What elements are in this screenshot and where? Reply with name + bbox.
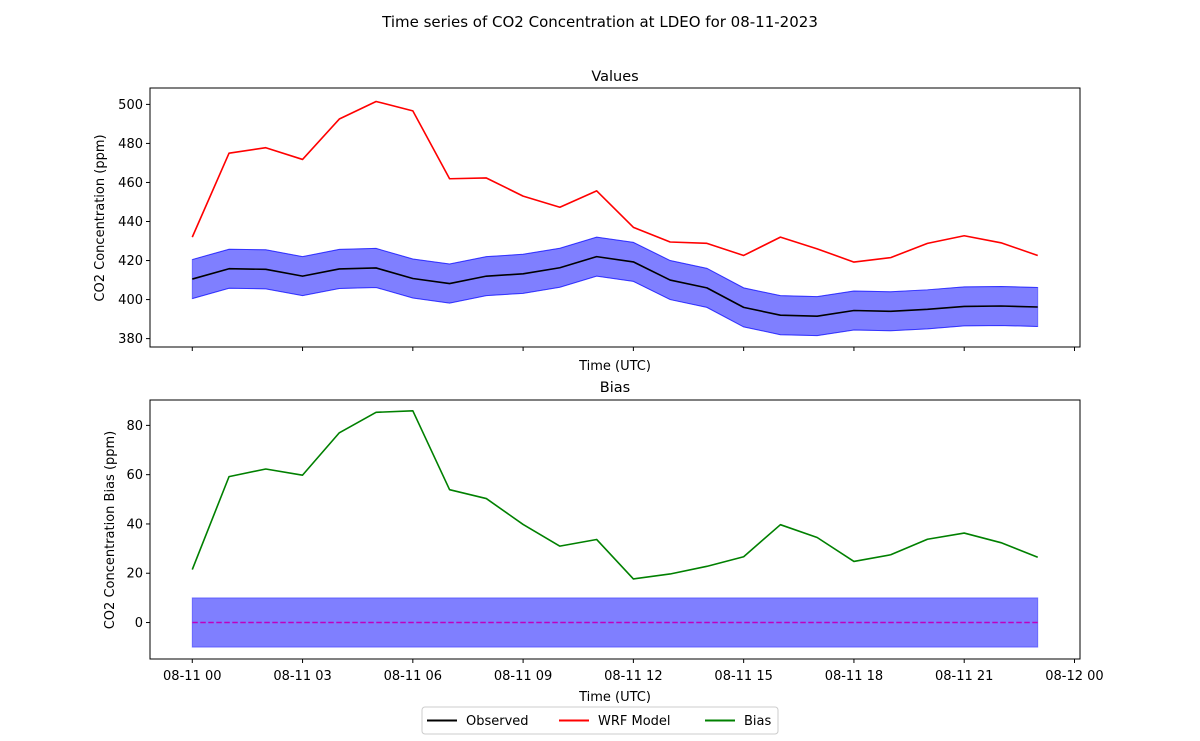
values-x-axis bbox=[191, 347, 1075, 351]
legend-frame bbox=[421, 706, 779, 735]
bias-x-axis-label: Time (UTC) bbox=[578, 690, 651, 705]
values-x-axis-label: Time (UTC) bbox=[578, 359, 651, 374]
values-series-wrf-model-line bbox=[191, 100, 1038, 263]
bias-x-tick-label: 08-11 00 bbox=[163, 669, 221, 684]
bias-plot-area bbox=[191, 410, 1039, 648]
legend-label-wrf-model: WRF Model bbox=[598, 714, 671, 729]
bias-x-tick-label: 08-11 21 bbox=[935, 669, 993, 684]
bias-x-tick-label: 08-11 03 bbox=[273, 669, 331, 684]
bias-panel-title: Bias bbox=[600, 380, 630, 396]
bias-x-tick-label: 08-11 18 bbox=[825, 669, 883, 684]
values-uncertainty-band bbox=[191, 236, 1039, 337]
bias-axes-frame bbox=[149, 399, 1081, 660]
values-y-tick-label: 460 bbox=[118, 176, 143, 191]
values-band-upper-edge bbox=[192, 236, 1038, 298]
bias-y-tick-label: 80 bbox=[126, 419, 143, 434]
bias-uncertainty-band bbox=[191, 597, 1039, 648]
bias-x-tick-label: 08-11 06 bbox=[384, 669, 442, 684]
values-y-tick-label: 420 bbox=[118, 254, 143, 269]
values-y-tick-label: 480 bbox=[118, 137, 143, 152]
values-band-lower-edge bbox=[192, 275, 1038, 337]
bias-x-tick-label: 08-12 00 bbox=[1045, 669, 1103, 684]
values-y-tick-label: 500 bbox=[118, 98, 143, 113]
values-y-axis-label: CO2 Concentration (ppm) bbox=[93, 134, 108, 301]
values-y-tick-label: 400 bbox=[118, 293, 143, 308]
legend-label-observed: Observed bbox=[466, 714, 529, 729]
bias-x-tick-label: 08-11 15 bbox=[714, 669, 772, 684]
values-y-tick-label: 440 bbox=[118, 215, 143, 230]
values-panel-title: Values bbox=[591, 69, 638, 85]
bias-y-axis-label: CO2 Concentration Bias (ppm) bbox=[103, 431, 118, 630]
values-y-tick-label: 380 bbox=[118, 332, 143, 347]
values-plot-area bbox=[191, 100, 1039, 337]
figure-title: Time series of CO2 Concentration at LDEO… bbox=[381, 13, 818, 31]
values-axes-frame bbox=[149, 87, 1081, 348]
bias-y-tick-label: 40 bbox=[126, 517, 143, 532]
bias-y-tick-label: 60 bbox=[126, 468, 143, 483]
legend-label-bias: Bias bbox=[744, 714, 771, 729]
bias-x-tick-label: 08-11 12 bbox=[604, 669, 662, 684]
bias-x-axis: 08-11 00 08-11 03 08-11 06 08-11 09 08-11 12… bbox=[163, 659, 1104, 684]
values-series-observed-line bbox=[192, 255, 1038, 317]
legend: Observed WRF Model Bias bbox=[421, 706, 779, 735]
bias-series-bias-line bbox=[191, 410, 1039, 580]
bias-y-tick-label: 0 bbox=[135, 616, 143, 631]
bias-x-tick-label: 08-11 09 bbox=[494, 669, 552, 684]
bias-y-axis: 0 20 40 60 80 bbox=[126, 419, 150, 631]
bias-y-tick-label: 20 bbox=[126, 567, 143, 582]
values-y-axis: 380 400 420 440 460 480 500 bbox=[118, 98, 150, 347]
